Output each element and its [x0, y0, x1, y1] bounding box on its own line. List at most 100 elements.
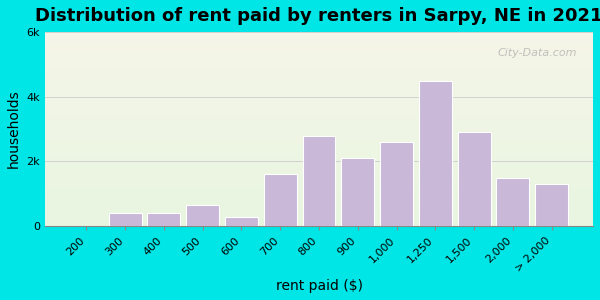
Bar: [45, 193, 593, 195]
Bar: [45, 106, 593, 108]
Bar: [264, 174, 297, 226]
Bar: [45, 135, 593, 137]
Bar: [45, 110, 593, 112]
Bar: [45, 104, 593, 106]
Bar: [45, 44, 593, 46]
Bar: [45, 139, 593, 141]
Bar: [45, 218, 593, 220]
Bar: [45, 191, 593, 193]
Bar: [45, 88, 593, 90]
Bar: [45, 82, 593, 84]
Bar: [45, 73, 593, 75]
Bar: [45, 57, 593, 59]
Bar: [45, 80, 593, 83]
Bar: [45, 208, 593, 211]
Bar: [419, 80, 452, 226]
Bar: [45, 170, 593, 172]
Bar: [45, 36, 593, 38]
X-axis label: rent paid ($): rent paid ($): [275, 279, 362, 293]
Y-axis label: households: households: [7, 90, 21, 168]
Bar: [45, 142, 593, 145]
Bar: [45, 65, 593, 67]
Bar: [45, 164, 593, 166]
Text: City-Data.com: City-Data.com: [497, 48, 577, 58]
Bar: [45, 185, 593, 187]
Bar: [45, 84, 593, 86]
Bar: [109, 213, 142, 226]
Bar: [45, 129, 593, 131]
Bar: [535, 184, 568, 226]
Bar: [45, 34, 593, 36]
Bar: [45, 90, 593, 92]
Bar: [45, 125, 593, 127]
Bar: [341, 158, 374, 226]
Bar: [45, 222, 593, 224]
Bar: [45, 96, 593, 98]
Bar: [45, 69, 593, 71]
Bar: [496, 178, 529, 226]
Bar: [45, 195, 593, 197]
Bar: [45, 133, 593, 135]
Bar: [45, 201, 593, 203]
Bar: [45, 100, 593, 102]
Bar: [45, 123, 593, 125]
Bar: [45, 224, 593, 226]
Bar: [45, 146, 593, 148]
Bar: [45, 46, 593, 48]
Bar: [45, 94, 593, 96]
Bar: [45, 92, 593, 94]
Bar: [45, 148, 593, 150]
Bar: [458, 132, 491, 226]
Bar: [45, 77, 593, 79]
Bar: [45, 38, 593, 40]
Bar: [45, 216, 593, 218]
Bar: [45, 137, 593, 139]
Bar: [45, 59, 593, 61]
Bar: [45, 178, 593, 179]
Bar: [45, 220, 593, 222]
Bar: [45, 40, 593, 42]
Bar: [45, 102, 593, 104]
Bar: [45, 212, 593, 214]
Bar: [45, 183, 593, 185]
Bar: [45, 172, 593, 174]
Bar: [45, 52, 593, 53]
Bar: [45, 152, 593, 154]
Bar: [45, 108, 593, 109]
Bar: [45, 75, 593, 77]
Bar: [148, 213, 181, 226]
Bar: [45, 63, 593, 65]
Bar: [45, 117, 593, 119]
Bar: [45, 174, 593, 176]
Bar: [45, 50, 593, 52]
Bar: [45, 197, 593, 199]
Bar: [45, 121, 593, 123]
Title: Distribution of rent paid by renters in Sarpy, NE in 2021: Distribution of rent paid by renters in …: [35, 7, 600, 25]
Bar: [45, 189, 593, 191]
Bar: [45, 182, 593, 183]
Bar: [45, 168, 593, 170]
Bar: [45, 154, 593, 156]
Bar: [45, 162, 593, 164]
Bar: [45, 203, 593, 205]
Bar: [45, 42, 593, 44]
Bar: [45, 150, 593, 152]
Bar: [225, 217, 258, 226]
Bar: [45, 158, 593, 160]
Bar: [45, 205, 593, 207]
Bar: [45, 131, 593, 133]
Bar: [45, 55, 593, 57]
Bar: [45, 113, 593, 116]
Bar: [45, 48, 593, 50]
Bar: [380, 142, 413, 226]
Bar: [45, 145, 593, 146]
Bar: [45, 67, 593, 69]
Bar: [45, 160, 593, 162]
Bar: [45, 127, 593, 129]
Bar: [45, 141, 593, 142]
Bar: [45, 179, 593, 182]
Bar: [45, 71, 593, 73]
Bar: [45, 116, 593, 117]
Bar: [45, 199, 593, 201]
Bar: [45, 86, 593, 88]
